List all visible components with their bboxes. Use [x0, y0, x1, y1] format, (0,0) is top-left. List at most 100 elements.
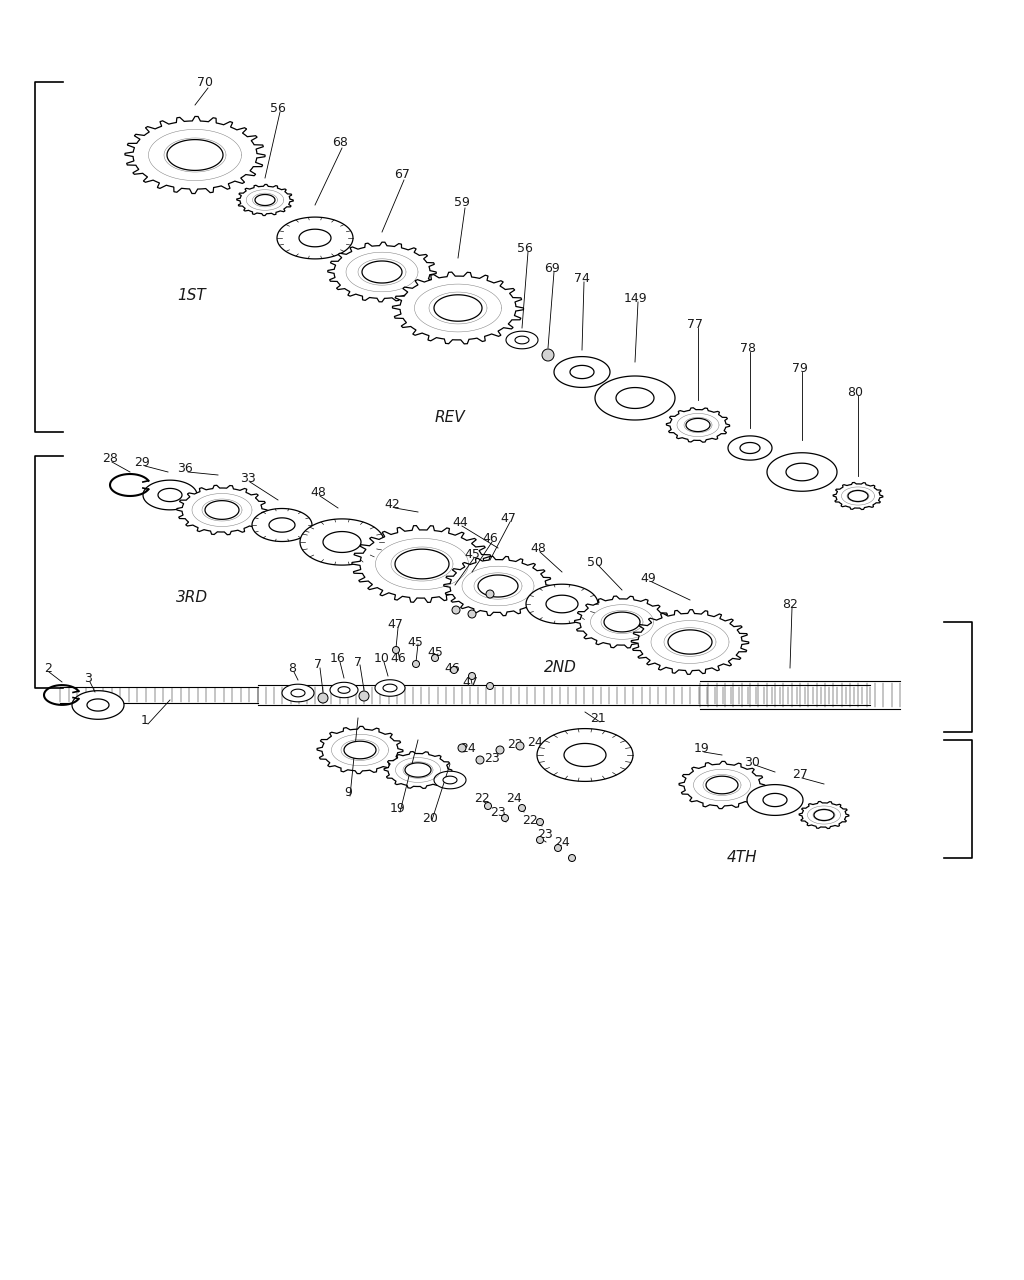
Circle shape [502, 814, 509, 822]
Text: 21: 21 [590, 712, 606, 724]
Text: 7: 7 [354, 655, 362, 668]
Polygon shape [686, 419, 710, 431]
Text: 2: 2 [44, 662, 52, 675]
Polygon shape [255, 195, 275, 206]
Polygon shape [392, 273, 523, 344]
Polygon shape [143, 480, 197, 509]
Text: 48: 48 [530, 541, 546, 554]
Polygon shape [786, 463, 818, 481]
Polygon shape [443, 557, 552, 616]
Text: 30: 30 [744, 755, 760, 768]
Polygon shape [330, 682, 358, 698]
Circle shape [484, 803, 492, 809]
Polygon shape [375, 680, 406, 696]
Polygon shape [269, 518, 295, 532]
Polygon shape [383, 684, 397, 692]
Polygon shape [537, 728, 633, 781]
Circle shape [568, 855, 575, 861]
Polygon shape [300, 518, 384, 564]
Circle shape [431, 654, 438, 662]
Text: 48: 48 [310, 485, 326, 498]
Polygon shape [317, 726, 402, 773]
Text: 47: 47 [387, 618, 402, 631]
Text: 50: 50 [587, 556, 603, 568]
Polygon shape [799, 801, 849, 828]
Polygon shape [434, 772, 466, 788]
Polygon shape [125, 116, 265, 193]
Text: 45: 45 [427, 645, 443, 658]
Text: 22: 22 [474, 791, 489, 805]
Polygon shape [323, 531, 361, 553]
Text: 24: 24 [506, 791, 522, 805]
Text: 80: 80 [847, 385, 863, 398]
Text: 42: 42 [384, 498, 400, 512]
Polygon shape [338, 686, 350, 694]
Polygon shape [616, 388, 654, 408]
Text: 45: 45 [408, 635, 423, 649]
Circle shape [496, 746, 504, 754]
Circle shape [359, 691, 369, 701]
Polygon shape [177, 485, 267, 535]
Text: 149: 149 [624, 292, 647, 305]
Polygon shape [434, 294, 482, 321]
Polygon shape [767, 453, 837, 492]
Text: 29: 29 [134, 456, 150, 468]
Polygon shape [728, 436, 772, 460]
Polygon shape [362, 261, 402, 283]
Polygon shape [570, 365, 594, 379]
Polygon shape [706, 776, 738, 794]
Text: 46: 46 [482, 531, 498, 544]
Text: 19: 19 [694, 741, 710, 754]
Text: 27: 27 [792, 768, 808, 782]
Text: 33: 33 [240, 471, 256, 485]
Circle shape [451, 667, 458, 673]
Polygon shape [299, 229, 331, 247]
Polygon shape [554, 357, 610, 388]
Text: 23: 23 [490, 805, 506, 818]
Polygon shape [406, 763, 431, 777]
Text: 8: 8 [288, 662, 296, 675]
Polygon shape [344, 741, 376, 759]
Polygon shape [763, 794, 787, 806]
Text: 24: 24 [460, 741, 476, 754]
Text: 36: 36 [177, 462, 193, 475]
Polygon shape [282, 685, 314, 701]
Polygon shape [679, 762, 765, 809]
Text: 44: 44 [453, 516, 468, 529]
Polygon shape [252, 508, 312, 541]
Polygon shape [595, 376, 675, 420]
Polygon shape [205, 500, 239, 520]
Polygon shape [546, 595, 578, 613]
Polygon shape [834, 483, 883, 509]
Circle shape [516, 742, 524, 750]
Text: 78: 78 [740, 342, 756, 355]
Text: 47: 47 [462, 676, 478, 689]
Text: 22: 22 [507, 739, 523, 751]
Polygon shape [395, 549, 449, 579]
Polygon shape [740, 443, 760, 453]
Polygon shape [515, 337, 529, 344]
Text: REV: REV [434, 411, 465, 425]
Polygon shape [291, 689, 305, 696]
Polygon shape [631, 609, 749, 675]
Text: 56: 56 [517, 242, 532, 255]
Text: 74: 74 [574, 271, 590, 284]
Text: 79: 79 [792, 361, 808, 375]
Polygon shape [237, 184, 293, 215]
Text: 68: 68 [332, 136, 348, 148]
Polygon shape [814, 809, 834, 820]
Text: 16: 16 [330, 652, 346, 664]
Text: 19: 19 [390, 801, 406, 814]
Text: 10: 10 [374, 652, 390, 664]
Polygon shape [384, 751, 452, 788]
Text: 28: 28 [102, 452, 118, 465]
Polygon shape [328, 242, 436, 302]
Circle shape [542, 349, 554, 361]
Polygon shape [72, 691, 124, 719]
Circle shape [486, 590, 494, 598]
Text: 22: 22 [522, 814, 538, 827]
Circle shape [452, 605, 460, 614]
Text: 2ND: 2ND [544, 660, 577, 676]
Circle shape [458, 744, 466, 751]
Text: 47: 47 [500, 512, 516, 525]
